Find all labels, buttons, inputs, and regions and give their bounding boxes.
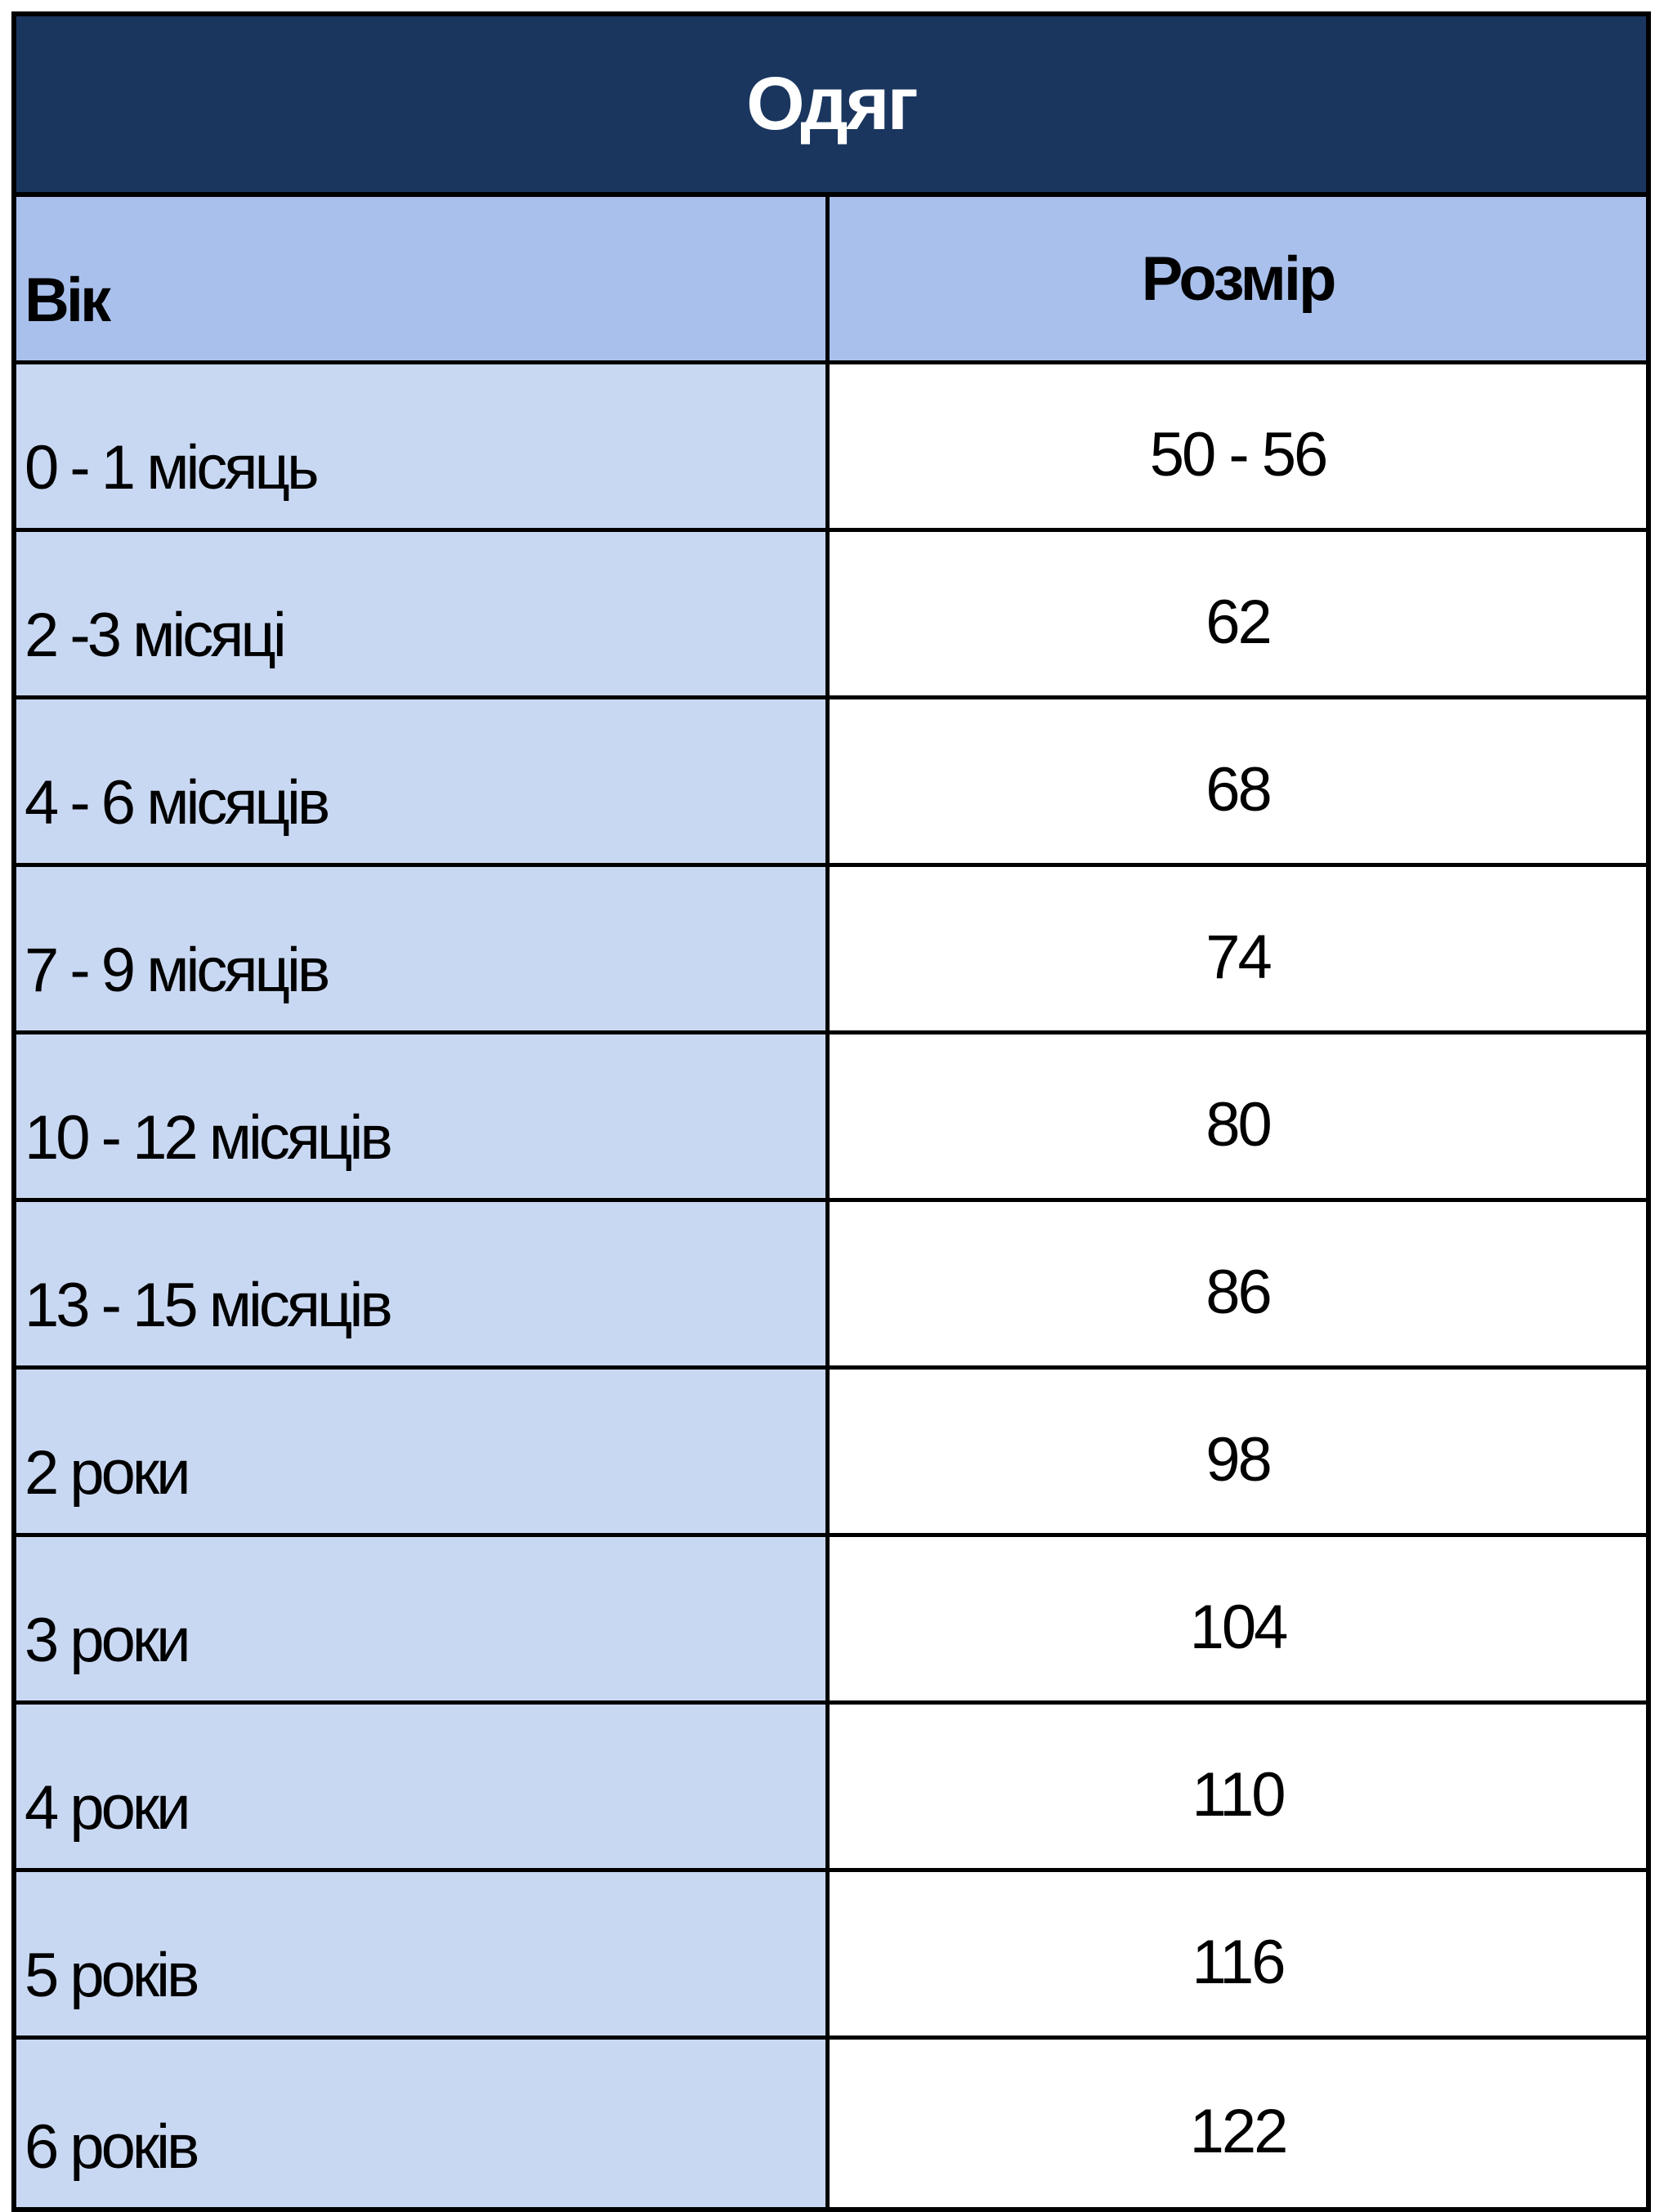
header-row: Вік Розмір	[16, 197, 1646, 364]
size-cell: 62	[830, 532, 1646, 695]
size-cell: 50 - 56	[830, 364, 1646, 528]
table-body: Вік Розмір 0 - 1 місяць 50 - 56 2 -3 місяц…	[16, 197, 1646, 2207]
table-row: 7 - 9 місяців 74	[16, 867, 1646, 1035]
table-row: 5 років 116	[16, 1872, 1646, 2040]
age-cell: 10 - 12 місяців	[16, 1035, 830, 1198]
size-cell: 122	[830, 2040, 1646, 2207]
age-cell: 13 - 15 місяців	[16, 1202, 830, 1365]
age-cell: 7 - 9 місяців	[16, 867, 830, 1030]
age-cell: 4 роки	[16, 1705, 830, 1868]
age-cell: 0 - 1 місяць	[16, 364, 830, 528]
table-row: 10 - 12 місяців 80	[16, 1035, 1646, 1202]
size-cell: 110	[830, 1705, 1646, 1868]
age-cell: 4 - 6 місяців	[16, 699, 830, 863]
age-cell: 5 років	[16, 1872, 830, 2035]
size-cell: 104	[830, 1537, 1646, 1700]
size-cell: 86	[830, 1202, 1646, 1365]
size-cell: 74	[830, 867, 1646, 1030]
size-cell: 116	[830, 1872, 1646, 2035]
table-row: 4 - 6 місяців 68	[16, 699, 1646, 867]
table-title: Одяг	[16, 16, 1646, 197]
table-row: 3 роки 104	[16, 1537, 1646, 1705]
size-cell: 98	[830, 1370, 1646, 1533]
clothing-size-table: Одяг Вік Розмір 0 - 1 місяць 50 - 56 2 -3 …	[11, 11, 1651, 2212]
table-row: 6 років 122	[16, 2040, 1646, 2207]
table-row: 13 - 15 місяців 86	[16, 1202, 1646, 1370]
size-cell: 80	[830, 1035, 1646, 1198]
header-age: Вік	[16, 197, 830, 360]
header-size: Розмір	[830, 197, 1646, 360]
table-row: 2 -3 місяці 62	[16, 532, 1646, 699]
table-row: 4 роки 110	[16, 1705, 1646, 1872]
age-cell: 6 років	[16, 2040, 830, 2207]
size-cell: 68	[830, 699, 1646, 863]
age-cell: 2 роки	[16, 1370, 830, 1533]
age-cell: 2 -3 місяці	[16, 532, 830, 695]
table-row: 0 - 1 місяць 50 - 56	[16, 364, 1646, 532]
age-cell: 3 роки	[16, 1537, 830, 1700]
table-row: 2 роки 98	[16, 1370, 1646, 1537]
